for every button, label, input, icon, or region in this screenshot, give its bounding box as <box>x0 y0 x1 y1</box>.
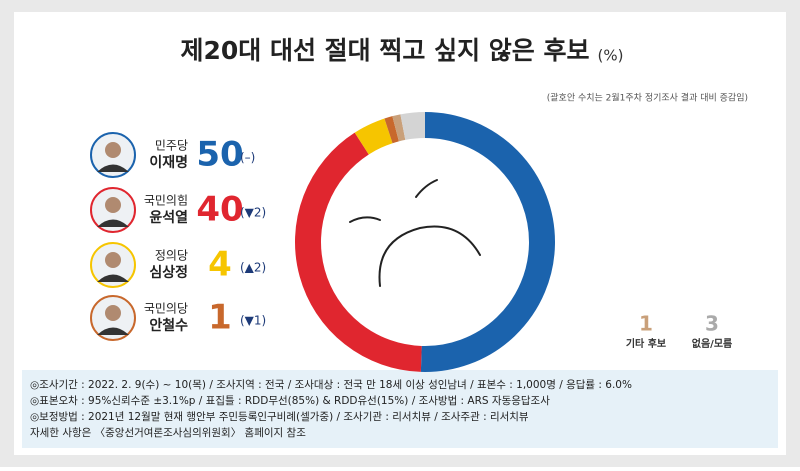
brow <box>349 216 381 223</box>
avatar-body <box>97 274 129 282</box>
brow <box>415 179 438 198</box>
avatar-body <box>97 164 129 172</box>
value-label: 4 <box>208 245 232 285</box>
party: 정의당 <box>155 249 188 263</box>
legend-label: 기타 후보 <box>626 337 666 350</box>
avatar-head <box>105 305 121 321</box>
value-label: 1 <box>208 298 232 338</box>
avatar-head <box>105 252 121 268</box>
party: 민주당 <box>155 139 188 153</box>
donut-segment <box>354 118 393 155</box>
change-label: (▲2) <box>240 261 266 275</box>
candidate-name: 윤석열 <box>149 209 188 226</box>
donut-segment <box>295 132 422 372</box>
avatar-head <box>105 142 121 158</box>
change-label: (▼2) <box>240 206 266 220</box>
chart-title: 제20대 대선 절대 찍고 싶지 않은 후보 <box>180 36 589 65</box>
value-label: 3 <box>705 312 719 336</box>
value-label: 50 <box>196 135 243 175</box>
note: 자세한 사항은 〈중앙선거여론조사심의위원회〉 홈페이지 참조 <box>30 426 306 439</box>
mouth <box>378 225 481 287</box>
candidate-name: 이재명 <box>149 154 188 171</box>
avatar-body <box>97 219 129 227</box>
candidate-name: 안철수 <box>149 317 188 334</box>
party: 국민의힘 <box>144 194 188 208</box>
value-label: 1 <box>639 312 653 336</box>
party: 국민의당 <box>144 302 188 316</box>
candidate-name: 심상정 <box>149 264 188 281</box>
avatar-head <box>105 197 121 213</box>
notes-box <box>22 370 778 448</box>
change-label: (–) <box>240 151 255 165</box>
donut-segment <box>400 112 426 140</box>
note: ◎보정방법 : 2021년 12월말 현재 행안부 주민등록인구비례(셀가중) … <box>30 411 529 423</box>
donut-segment <box>420 112 555 372</box>
unit: (%) <box>598 47 624 65</box>
change-label: (▼1) <box>240 314 266 328</box>
donut-segment <box>384 116 399 144</box>
avatar-body <box>97 327 129 335</box>
value-label: 40 <box>196 190 243 230</box>
donut-segment <box>392 114 406 142</box>
note: ◎표본오차 : 95%신뢰수준 ±3.1%p / 표집틀 : RDD무선(85%… <box>30 395 550 407</box>
legend-label: 없음/모름 <box>692 337 732 350</box>
sad-face <box>349 179 481 287</box>
subtitle: (괄호안 수치는 2월1주차 정기조사 결과 대비 증감임) <box>547 92 748 104</box>
note: ◎조사기간 : 2022. 2. 9(수) ~ 10(목) / 조사지역 : 전… <box>30 379 632 391</box>
